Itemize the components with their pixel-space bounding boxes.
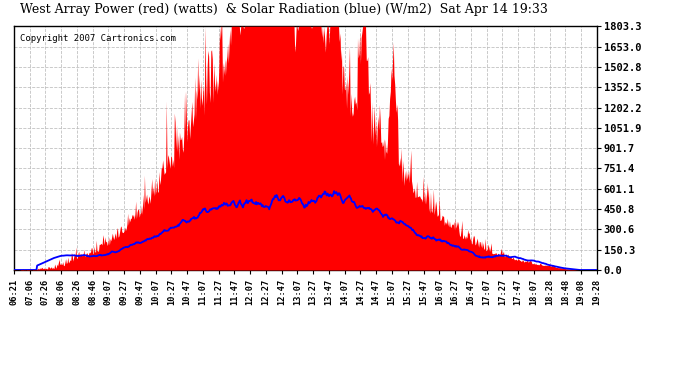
Text: Copyright 2007 Cartronics.com: Copyright 2007 Cartronics.com bbox=[19, 34, 175, 43]
Text: West Array Power (red) (watts)  & Solar Radiation (blue) (W/m2)  Sat Apr 14 19:3: West Array Power (red) (watts) & Solar R… bbox=[19, 3, 547, 16]
